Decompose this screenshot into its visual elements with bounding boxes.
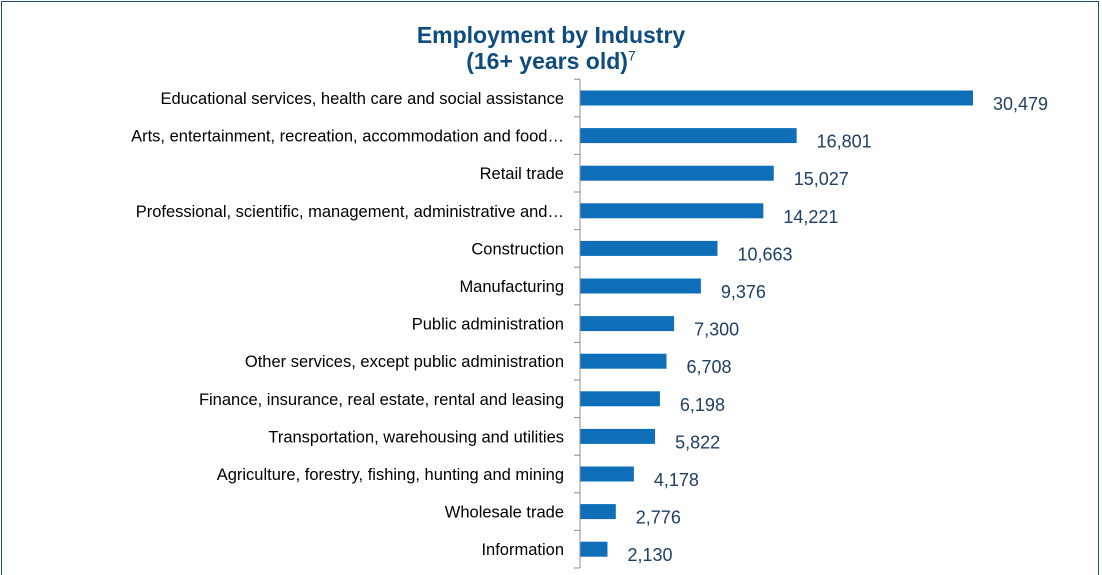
- bar: [580, 128, 797, 144]
- data-label: 2,776: [636, 508, 681, 528]
- category-label: Educational services, health care and so…: [160, 90, 564, 108]
- category-label: Retail trade: [480, 165, 564, 183]
- data-label: 6,198: [680, 395, 725, 415]
- chart-subtitle-line: (16+ years old)7: [0, 48, 1102, 74]
- category-label: Other services, except public administra…: [245, 353, 564, 371]
- category-label: Information: [481, 541, 564, 559]
- category-label: Agriculture, forestry, fishing, hunting …: [217, 466, 564, 484]
- data-label: 9,376: [721, 282, 766, 302]
- data-label: 6,708: [686, 357, 731, 377]
- category-label: Manufacturing: [459, 278, 564, 296]
- bar: [580, 203, 764, 219]
- category-label: Finance, insurance, real estate, rental …: [199, 391, 564, 409]
- chart-title: Employment by Industry: [416, 22, 686, 48]
- bar: [580, 278, 701, 294]
- data-label: 4,178: [654, 470, 699, 490]
- data-label: 2,130: [627, 545, 672, 565]
- data-label: 15,027: [794, 169, 849, 189]
- category-label: Transportation, warehousing and utilitie…: [268, 428, 564, 446]
- data-label: 30,479: [993, 94, 1048, 114]
- data-label: 14,221: [783, 207, 838, 227]
- bar: [580, 391, 660, 407]
- data-label: 5,822: [675, 432, 720, 452]
- bar: [580, 165, 774, 181]
- category-label: Arts, entertainment, recreation, accommo…: [131, 128, 564, 146]
- category-label: Professional, scientific, management, ad…: [136, 203, 564, 221]
- chart-title-block: Employment by Industry (16+ years old)7: [0, 22, 1102, 74]
- bar: [580, 428, 656, 444]
- title-superscript: 7: [627, 47, 636, 64]
- bar: [580, 353, 667, 369]
- data-label: 10,663: [737, 244, 792, 264]
- bar: [580, 504, 616, 520]
- category-label: Wholesale trade: [445, 504, 564, 522]
- category-label: Public administration: [412, 316, 564, 334]
- bar: [580, 240, 718, 256]
- bar: [580, 541, 608, 557]
- category-label: Construction: [471, 240, 564, 258]
- bar: [580, 466, 634, 482]
- chart-subtitle: (16+ years old): [466, 48, 628, 74]
- bar: [580, 90, 973, 106]
- data-label: 16,801: [817, 132, 872, 152]
- bar: [580, 316, 675, 332]
- data-label: 7,300: [694, 320, 739, 340]
